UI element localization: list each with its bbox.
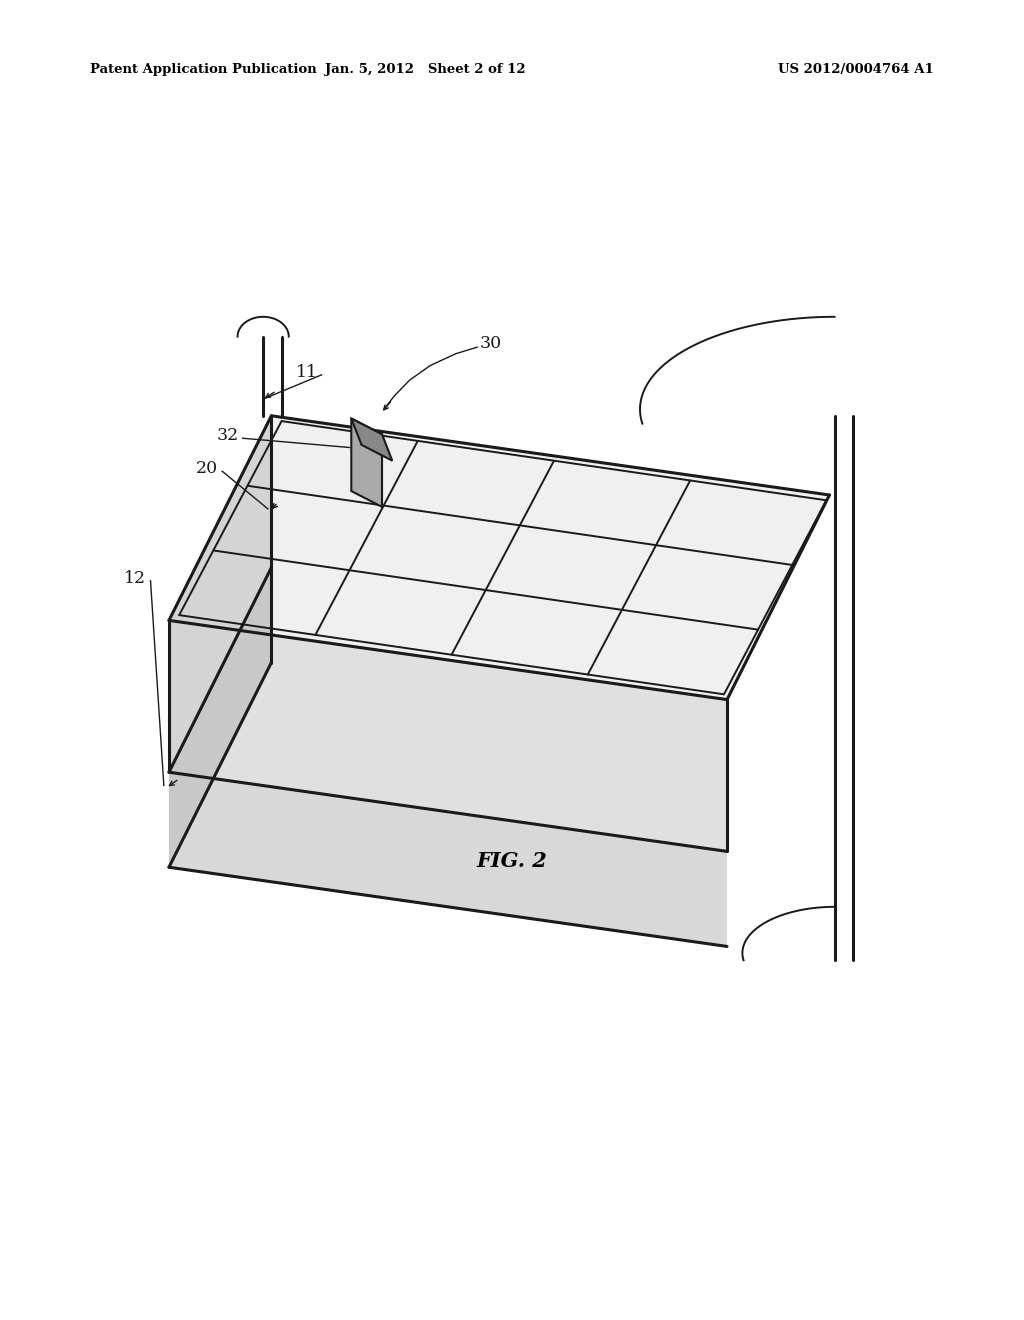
Text: 20: 20 bbox=[196, 461, 218, 477]
Text: FIG. 2: FIG. 2 bbox=[476, 851, 548, 871]
Text: 32: 32 bbox=[216, 428, 239, 444]
Polygon shape bbox=[351, 418, 382, 507]
Polygon shape bbox=[351, 418, 392, 461]
Polygon shape bbox=[169, 416, 271, 772]
Polygon shape bbox=[169, 416, 829, 700]
Text: 12: 12 bbox=[124, 570, 146, 586]
Text: US 2012/0004764 A1: US 2012/0004764 A1 bbox=[778, 63, 934, 77]
Text: 30: 30 bbox=[479, 335, 502, 351]
Polygon shape bbox=[169, 620, 727, 851]
Text: Jan. 5, 2012   Sheet 2 of 12: Jan. 5, 2012 Sheet 2 of 12 bbox=[325, 63, 525, 77]
Polygon shape bbox=[169, 568, 271, 867]
Text: Patent Application Publication: Patent Application Publication bbox=[90, 63, 316, 77]
Polygon shape bbox=[169, 772, 727, 946]
Text: 11: 11 bbox=[296, 364, 317, 380]
